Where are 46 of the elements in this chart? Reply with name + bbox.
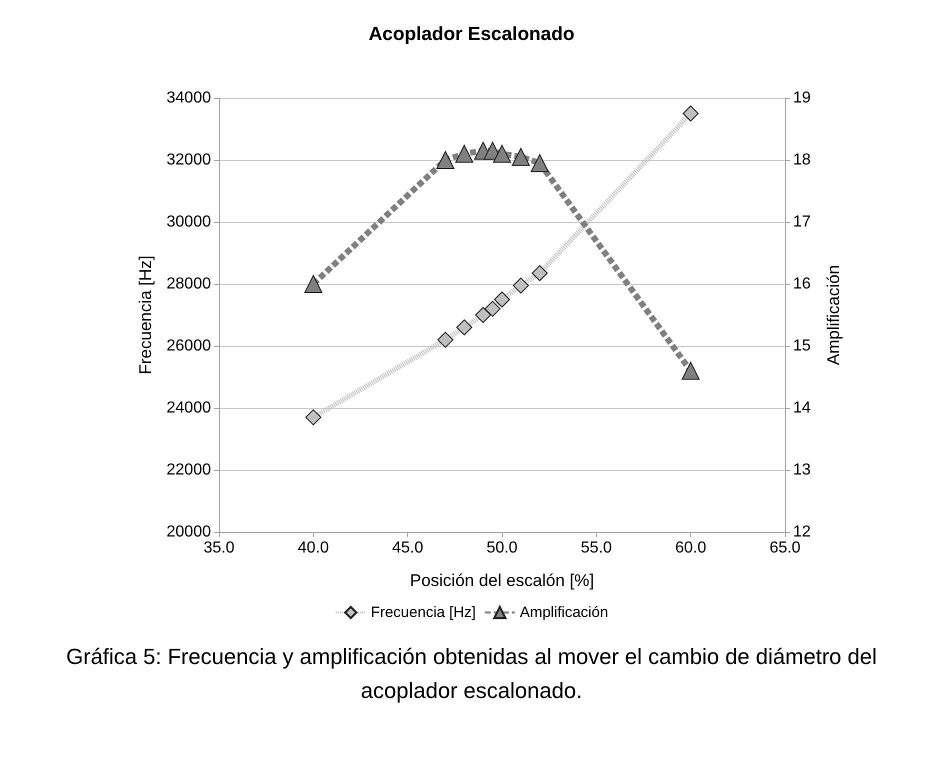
point (494, 292, 510, 308)
point (484, 300, 501, 317)
point (682, 362, 700, 380)
y2-tick-label: 12 (793, 524, 811, 540)
point (455, 144, 474, 163)
x-tick-label: 55.0 (580, 540, 612, 556)
point (512, 148, 530, 166)
y2-tick-label: 16 (793, 276, 811, 292)
point (493, 144, 511, 163)
x-tick-label: 35.0 (203, 540, 235, 556)
y-tick-label: 26000 (166, 338, 212, 354)
x-tick-label: 60.0 (675, 540, 706, 556)
point (475, 307, 492, 323)
y-tick-label: 32000 (166, 152, 212, 168)
x-tick-label: 40.0 (298, 540, 330, 556)
legend-label: Amplificación (520, 604, 608, 621)
text: Gráfica 5: Frecuencia y amplificación obtenidas al mover el cambio de diámetro del acoplador escalonado. (65, 643, 878, 705)
point (436, 151, 454, 169)
y2-tick-label: 15 (793, 338, 811, 354)
x-tick-label: 50.0 (486, 540, 518, 556)
y2-tick-label: 18 (793, 152, 811, 168)
y-tick-label: 30000 (166, 214, 212, 230)
point (512, 278, 529, 294)
y-tick-label: 34000 (166, 90, 212, 106)
point (437, 332, 454, 348)
chart-title: Acoplador Escalonado (368, 24, 574, 45)
point (304, 275, 322, 293)
y-tick-label: 22000 (166, 462, 212, 478)
point (532, 265, 548, 282)
y-tick-label: 24000 (166, 400, 212, 416)
y2-axis-title: Amplificación (824, 264, 843, 366)
point (530, 154, 549, 172)
y-tick-label: 28000 (166, 276, 212, 292)
point (682, 106, 699, 122)
legend-label: Frecuencia [Hz] (370, 604, 476, 621)
x-axis-title: Posición del escalón [%] (410, 571, 594, 590)
y-tick-label: 20000 (166, 524, 212, 540)
y2-tick-label: 17 (793, 214, 811, 230)
y-axis-title: Frecuencia [Hz] (136, 255, 155, 375)
y2-tick-label: 14 (793, 400, 811, 416)
y2-tick-label: 19 (793, 90, 811, 106)
y2-tick-label: 13 (793, 462, 811, 478)
x-tick-label: 45.0 (392, 540, 424, 556)
point (305, 409, 322, 426)
point (456, 319, 472, 336)
x-tick-label: 65.0 (769, 540, 801, 556)
